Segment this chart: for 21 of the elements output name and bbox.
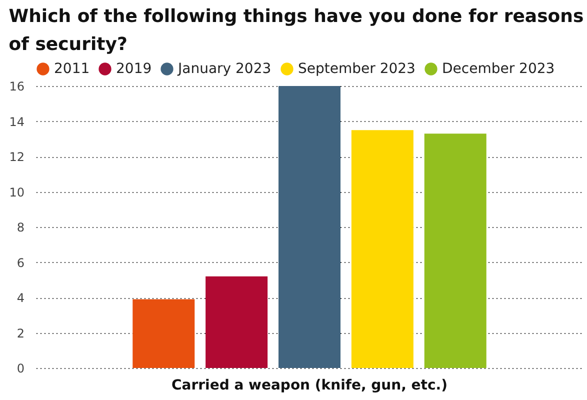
bar bbox=[351, 130, 414, 368]
y-tick-label: 14 bbox=[9, 114, 24, 129]
y-tick-label: 16 bbox=[9, 80, 24, 94]
legend-label: December 2023 bbox=[442, 61, 555, 77]
bar bbox=[132, 299, 195, 368]
bar bbox=[424, 134, 486, 368]
y-tick-label: 10 bbox=[9, 185, 24, 200]
y-tick-label: 4 bbox=[16, 291, 24, 305]
y-tick-label: 6 bbox=[16, 256, 24, 270]
legend-label: 2011 bbox=[54, 61, 90, 77]
y-tick-label: 8 bbox=[16, 220, 24, 234]
legend-label: September 2023 bbox=[298, 61, 416, 77]
x-tick-label: Carried a weapon (knife, gun, etc.) bbox=[171, 378, 448, 394]
bar bbox=[278, 86, 340, 368]
legend-label: 2019 bbox=[116, 61, 152, 77]
y-tick-label: 2 bbox=[16, 326, 24, 340]
bar bbox=[206, 276, 268, 368]
y-tick-label: 0 bbox=[16, 362, 24, 376]
y-tick-label: 12 bbox=[9, 150, 24, 164]
chart-title: Which of the following things have you done for reasons of security? bbox=[8, 6, 584, 55]
legend-label: January 2023 bbox=[177, 61, 272, 77]
